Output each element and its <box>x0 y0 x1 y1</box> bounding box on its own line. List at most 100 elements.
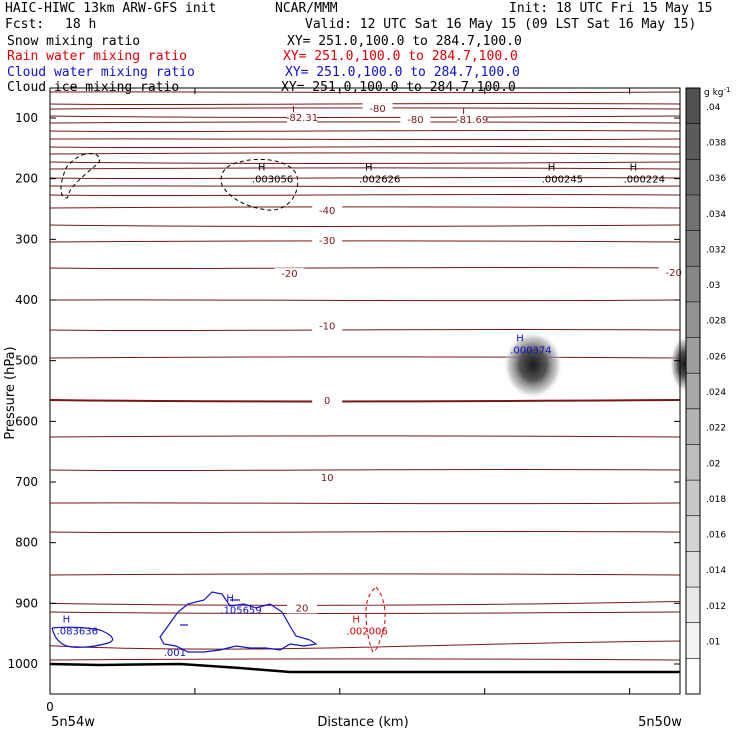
label-knockout <box>287 112 317 124</box>
isotherm-line <box>49 121 681 124</box>
maximum-value-label: .105659 <box>220 605 261 616</box>
temperature-label: 20 <box>296 603 309 614</box>
colorbar-tick-label: .018 <box>706 495 726 505</box>
label-knockout <box>658 266 689 278</box>
y-tick-label: 1000 <box>7 657 38 671</box>
colorbar-swatch <box>686 266 700 302</box>
temperature-label: 0 <box>324 396 330 407</box>
isotherm-line <box>49 185 681 188</box>
colorbar-tick-label: .032 <box>706 245 726 255</box>
isotherm-line <box>49 266 681 270</box>
maximum-value-label: .000224 <box>624 175 665 186</box>
maximum-value-label: .003056 <box>252 175 293 186</box>
cloud-water-contour <box>51 626 114 648</box>
y-tick-label: 900 <box>15 596 38 610</box>
colorbar-swatch <box>686 159 700 195</box>
colorbar-tick-label: .012 <box>706 602 726 612</box>
contour-labels: -80-80L-82.31L-81.69-40-30-20 -20-1001020… <box>57 103 689 659</box>
isotherm-line <box>49 573 681 576</box>
colorbar-tick-label: .016 <box>706 531 726 541</box>
isotherm-line <box>49 176 681 180</box>
label-knockout <box>457 114 488 126</box>
chart-title: HAIC-HIWC 13km ARW-GFS init <box>5 1 217 16</box>
high-marker: H <box>226 593 234 604</box>
high-marker: H <box>548 163 556 174</box>
temperature-label: -20 <box>666 268 682 279</box>
isotherm-line <box>49 502 681 505</box>
temperature-label: -40 <box>319 206 335 217</box>
colorbar-swatch <box>686 373 700 409</box>
high-marker: H <box>516 334 524 345</box>
isotherm-line <box>49 468 681 472</box>
colorbar-tick-label: .024 <box>706 388 726 398</box>
x-axis-label: Distance (km) <box>317 715 408 730</box>
colorbar-swatch <box>686 88 700 124</box>
temperature-label: -80 <box>369 104 385 115</box>
field-xy-rain: XY= 251.0,100.0 to 284.7,100.0 <box>283 49 518 64</box>
low-marker: L <box>292 105 298 116</box>
label-knockout <box>312 320 343 332</box>
maximum-value-label: .083636 <box>57 627 98 638</box>
label-knockout <box>312 234 343 246</box>
colorbar-tick-label: .014 <box>706 566 726 576</box>
colorbar-swatch <box>686 480 700 516</box>
colorbar-tick-label: .03 <box>706 281 720 291</box>
rain-water-contour <box>365 586 386 653</box>
label-knockout <box>274 268 305 280</box>
isotherm-line <box>49 224 681 227</box>
chart-institution: NCAR/MMM <box>275 1 338 16</box>
isotherm-line <box>49 138 681 141</box>
isotherm-line <box>49 161 681 164</box>
cloud-ice-contour <box>60 152 101 199</box>
isotherm-line <box>49 193 681 197</box>
label-knockout <box>312 394 343 406</box>
maximum-value-label: .002626 <box>359 175 400 186</box>
cloud-water-contour <box>159 591 318 653</box>
colorbar-swatch <box>686 123 700 160</box>
colorbar-tick-label: .028 <box>706 317 726 327</box>
y-tick-label: 300 <box>15 232 38 246</box>
label-knockout <box>312 471 343 483</box>
forecast-label: Fcst: <box>5 17 45 32</box>
label-knockout <box>400 114 431 126</box>
isotherm-line <box>49 356 681 359</box>
y-tick-label: 800 <box>15 536 38 550</box>
label-knockout <box>362 103 393 115</box>
field-name-cloud-water: Cloud water mixing ratio <box>7 65 195 80</box>
high-marker: H <box>630 163 638 174</box>
isotherm-line <box>49 240 681 243</box>
colorbar-tick-label: .02 <box>706 459 720 469</box>
colorbar-frame <box>685 87 701 695</box>
isotherm-line <box>49 102 681 106</box>
colorbar-tick-label: .026 <box>706 352 726 362</box>
y-tick-label: 500 <box>15 354 38 368</box>
colorbar-swatch <box>686 622 700 659</box>
field-xy-cloud-water: XY= 251.0,100.0 to 284.7,100.0 <box>285 65 520 80</box>
colorbar-swatch <box>686 515 700 552</box>
isotherm-line <box>49 601 681 606</box>
high-marker: H <box>258 163 266 174</box>
y-tick-label: 200 <box>15 172 38 186</box>
colorbar-tick-label: .04 <box>706 103 721 113</box>
x-left-label: 5n54w <box>51 715 95 730</box>
colorbar-swatch <box>686 551 700 588</box>
maximum-value-label: .002006 <box>346 627 387 638</box>
shaded-maximum <box>503 331 563 399</box>
colorbar-swatch <box>686 230 700 267</box>
temperature-label: 10 <box>321 473 334 484</box>
forecast-hour: 18 h <box>65 17 97 32</box>
mixing-ratio-contours <box>51 152 386 653</box>
colorbar-swatch <box>686 408 700 445</box>
colorbar-swatch <box>686 194 700 231</box>
isotherm-line <box>49 129 681 133</box>
isotherm-line <box>49 530 681 534</box>
field-name-rain: Rain water mixing ratio <box>7 49 188 64</box>
x-origin-label: 0 <box>46 700 54 714</box>
colorbar-tick-label: .022 <box>706 424 726 434</box>
isotherm-line <box>49 399 681 403</box>
colorbar: .04 .038 .036 .034 .032 .03 .028 .026 .024 .022 .0… <box>685 87 726 695</box>
cloud-ice-contour <box>220 158 299 211</box>
colorbar-swatch <box>686 301 700 338</box>
y-tick-label: 400 <box>15 293 38 307</box>
